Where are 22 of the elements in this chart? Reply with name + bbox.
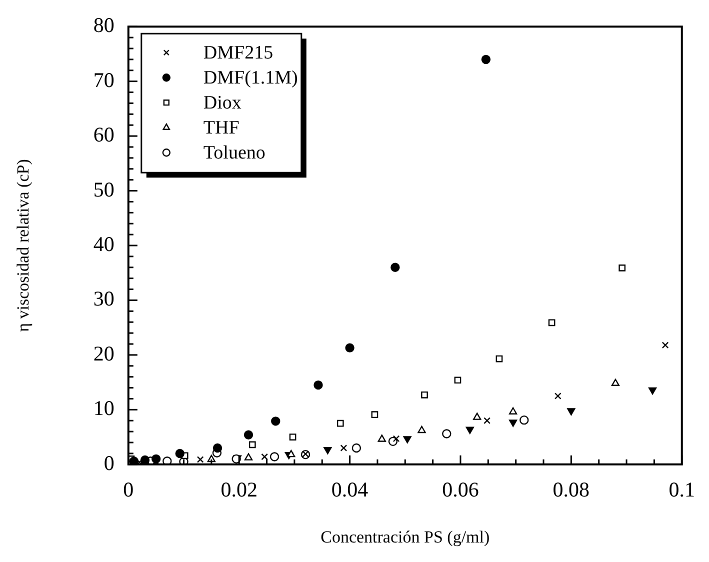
y-tick-label: 30 bbox=[93, 286, 114, 311]
legend-label: DMF(1.1M) bbox=[203, 68, 298, 89]
x-tick-label: 0.06 bbox=[442, 478, 479, 502]
y-tick-label: 20 bbox=[93, 341, 114, 366]
x-tick-label: 0.1 bbox=[668, 478, 695, 502]
legend-label: THF bbox=[203, 118, 240, 139]
y-tick-label: 0 bbox=[104, 450, 114, 475]
legend-label: DMF215 bbox=[203, 42, 274, 64]
x-tick-label: 0.02 bbox=[220, 478, 258, 502]
y-tick-label: 80 bbox=[93, 13, 114, 38]
x-tick-label: 0.08 bbox=[552, 478, 590, 502]
legend-label: Diox bbox=[203, 92, 242, 114]
y-tick-label: 40 bbox=[93, 232, 114, 256]
x-tick-label: 0 bbox=[123, 478, 134, 502]
y-tick-label: 10 bbox=[93, 396, 114, 420]
y-tick-label: 70 bbox=[93, 68, 114, 92]
y-axis-title: η viscosidad relativa (cP) bbox=[14, 159, 33, 332]
y-tick-label: 60 bbox=[93, 122, 114, 147]
x-axis-title: Concentración PS (g/ml) bbox=[320, 527, 490, 546]
x-tick-label: 0.04 bbox=[331, 478, 369, 502]
legend-label: Tolueno bbox=[203, 142, 266, 164]
y-tick-label: 50 bbox=[93, 177, 114, 202]
